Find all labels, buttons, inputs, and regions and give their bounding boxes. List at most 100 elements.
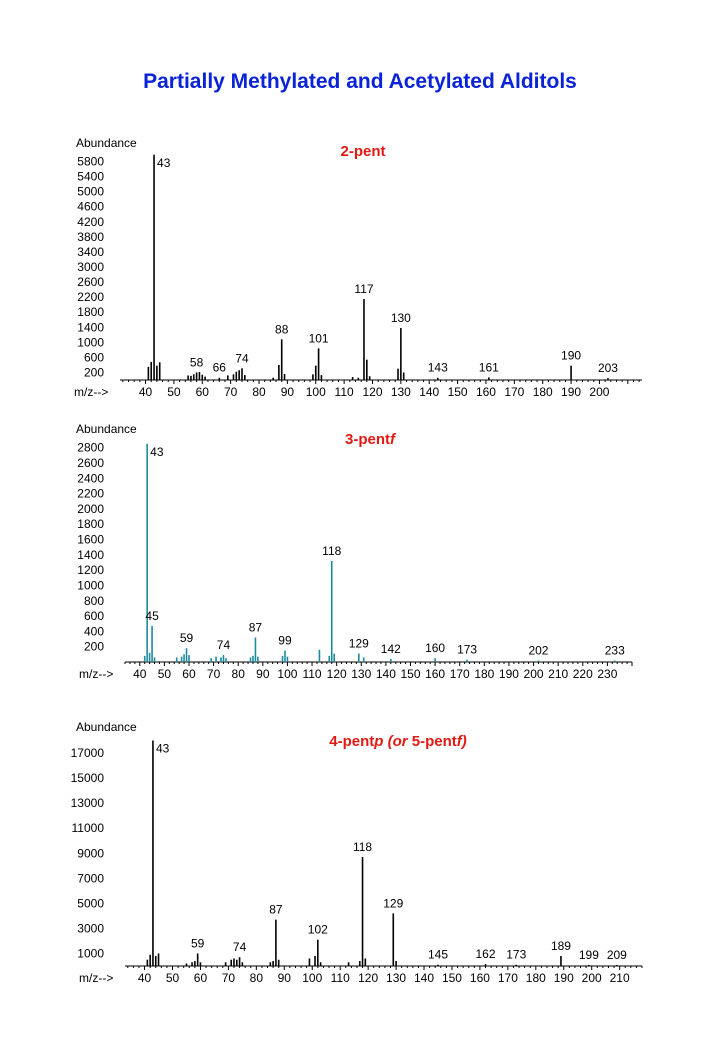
peak-label: 160 — [425, 641, 445, 655]
y-tick-label: 1400 — [77, 548, 104, 562]
x-tick-label: 70 — [222, 971, 236, 985]
x-tick-label: 140 — [414, 971, 434, 985]
x-tick-label: 180 — [526, 971, 546, 985]
peak-label: 173 — [506, 948, 526, 962]
y-axis-label: Abundance — [76, 720, 137, 734]
peak-label: 101 — [309, 331, 329, 345]
peak-label: 130 — [391, 311, 411, 325]
y-tick-label: 5000 — [77, 896, 104, 910]
x-tick-label: 40 — [139, 385, 153, 399]
x-tick-label: 140 — [419, 385, 439, 399]
x-tick-label: 200 — [582, 971, 602, 985]
x-tick-label: 60 — [182, 667, 196, 681]
peak-label: 142 — [381, 642, 401, 656]
peak-label: 43 — [156, 742, 170, 756]
peak-label: 59 — [180, 631, 194, 645]
peak-label: 202 — [528, 643, 548, 657]
x-axis-label: m/z--> — [79, 667, 113, 681]
peak-label: 190 — [561, 349, 581, 363]
y-tick-label: 200 — [84, 365, 104, 379]
x-tick-label: 60 — [196, 385, 210, 399]
x-tick-label: 110 — [302, 667, 321, 681]
y-tick-label: 9000 — [77, 846, 104, 860]
y-tick-label: 13000 — [71, 796, 105, 810]
x-tick-label: 130 — [351, 667, 371, 681]
x-tick-label: 190 — [561, 385, 581, 399]
y-tick-label: 200 — [84, 640, 104, 654]
x-tick-label: 70 — [207, 667, 221, 681]
y-tick-label: 2200 — [77, 290, 104, 304]
x-tick-label: 40 — [138, 971, 152, 985]
y-tick-label: 15000 — [71, 771, 105, 785]
y-tick-label: 1600 — [77, 533, 104, 547]
y-tick-label: 4600 — [77, 200, 104, 214]
y-axis-label: Abundance — [76, 422, 137, 436]
y-tick-label: 2400 — [77, 471, 104, 485]
x-tick-label: 210 — [610, 971, 630, 985]
x-tick-label: 90 — [256, 667, 270, 681]
peak-label: 66 — [213, 361, 227, 375]
peak-label: 88 — [275, 322, 289, 336]
y-tick-label: 3000 — [77, 921, 104, 935]
x-tick-label: 180 — [533, 385, 553, 399]
peak-label: 99 — [278, 634, 292, 648]
x-tick-label: 220 — [573, 667, 593, 681]
spectrum-title: 4-pentp (or 5-pentf) — [329, 733, 467, 750]
spectrum-panel-3: Abundance 4-pentp (or 5-pentf) 1000 3000 500… — [0, 716, 720, 988]
x-tick-label: 230 — [597, 667, 617, 681]
x-tick-label: 200 — [524, 667, 544, 681]
y-tick-label: 3800 — [77, 230, 104, 244]
peak-label: 118 — [353, 840, 372, 854]
y-tick-label: 1000 — [77, 946, 104, 960]
peak-label: 117 — [354, 282, 373, 296]
x-tick-label: 160 — [476, 385, 496, 399]
peak-label: 102 — [308, 923, 328, 937]
y-tick-label: 2000 — [77, 502, 104, 516]
spectrum-title-part-3: f) — [457, 733, 467, 750]
spectrum-panel-2: Abundance 3-pentf 200 400 600 800 1000 1200 1400… — [0, 414, 720, 686]
y-tick-label: 2200 — [77, 487, 104, 501]
y-tick-label: 1400 — [77, 320, 104, 334]
y-tick-label: 600 — [84, 350, 104, 364]
peak-label: 189 — [551, 939, 571, 953]
x-tick-label: 150 — [442, 971, 462, 985]
peak-label: 74 — [235, 351, 249, 365]
x-tick-label: 120 — [358, 971, 378, 985]
spectrum-panel-1: Abundance 2-pent 200 600 1000 1400 1800 2200 260… — [0, 132, 720, 404]
peak-label: 87 — [249, 621, 263, 635]
x-tick-label: 80 — [252, 385, 266, 399]
x-tick-label: 40 — [133, 667, 147, 681]
y-tick-label: 2600 — [77, 275, 104, 289]
peak-label: 233 — [605, 643, 625, 657]
y-tick-label: 2800 — [77, 441, 104, 455]
y-tick-label: 5800 — [77, 155, 104, 169]
x-axis-label: m/z--> — [79, 971, 113, 985]
x-tick-label: 100 — [277, 667, 297, 681]
x-tick-label: 50 — [167, 385, 181, 399]
y-tick-label: 1000 — [77, 335, 104, 349]
y-tick-label: 11000 — [72, 821, 105, 835]
x-tick-label: 130 — [386, 971, 406, 985]
x-tick-label: 190 — [554, 971, 574, 985]
peak-label: 173 — [457, 643, 477, 657]
x-tick-label: 140 — [376, 667, 396, 681]
spectrum-title: 3-pentf — [345, 431, 397, 448]
peak-label: 43 — [150, 445, 164, 459]
peak-label: 45 — [145, 609, 159, 623]
peak-label: 129 — [383, 896, 403, 910]
x-tick-label: 60 — [194, 971, 208, 985]
x-tick-label: 210 — [548, 667, 568, 681]
x-tick-label: 150 — [400, 667, 420, 681]
x-axis-label: m/z--> — [74, 385, 108, 399]
y-tick-label: 1800 — [77, 305, 104, 319]
x-tick-label: 150 — [448, 385, 468, 399]
peak-label: 118 — [322, 544, 341, 558]
peak-label: 129 — [349, 637, 369, 651]
x-tick-label: 70 — [224, 385, 238, 399]
x-tick-label: 180 — [474, 667, 494, 681]
x-tick-label: 120 — [327, 667, 347, 681]
y-tick-label: 800 — [84, 594, 104, 608]
x-tick-label: 160 — [425, 667, 445, 681]
peak-label: 161 — [479, 360, 499, 374]
x-tick-label: 110 — [335, 385, 354, 399]
